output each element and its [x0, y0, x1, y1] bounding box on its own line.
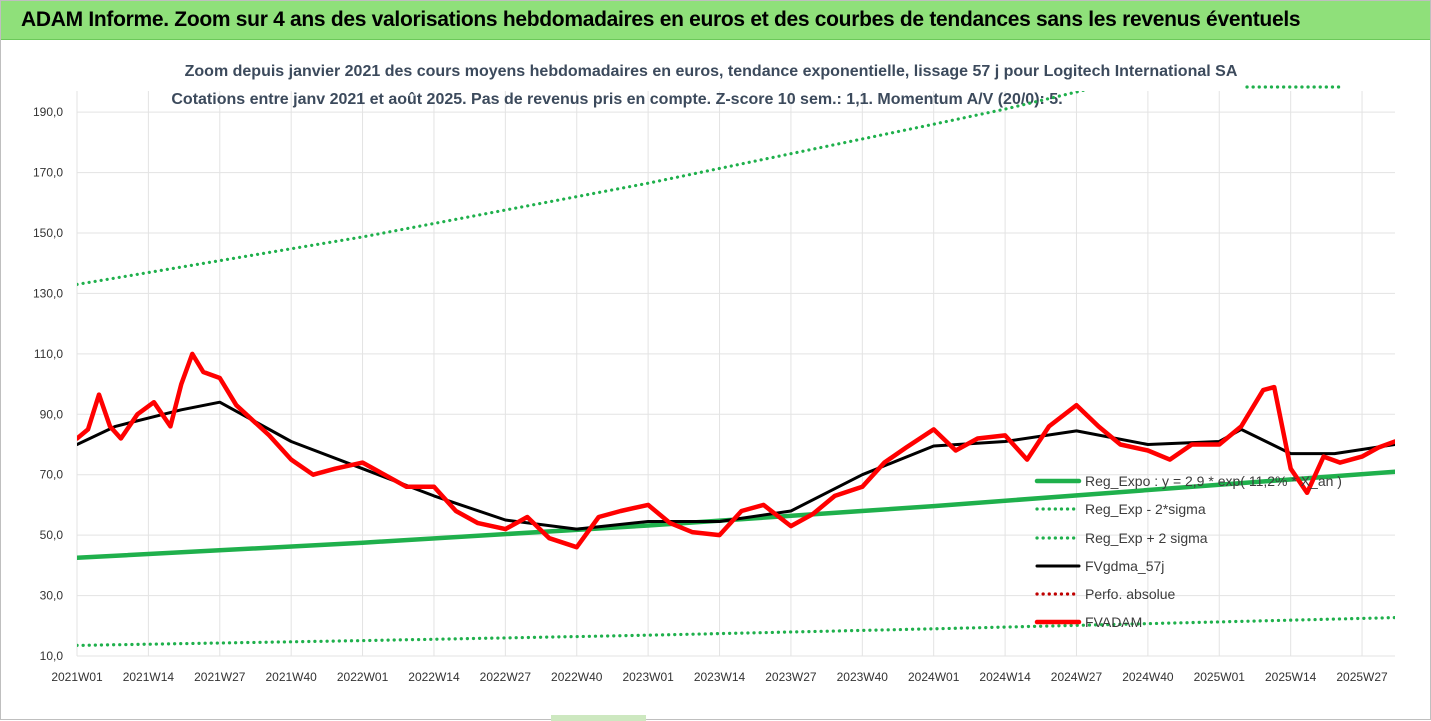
legend: Reg_Expo : y = 2,9 * exp( 11,2% * X_an )… — [1034, 473, 1342, 630]
x-tick-label: 2023W27 — [765, 670, 817, 684]
x-tick-label: 2022W01 — [337, 670, 389, 684]
x-tick-label: 2023W40 — [837, 670, 889, 684]
price-line — [77, 351, 1395, 550]
legend-label-price-line: FVADAM — [1085, 614, 1142, 630]
x-tick-label: 2022W27 — [480, 670, 532, 684]
series-layer — [77, 85, 1395, 648]
x-tick-label: 2024W40 — [1122, 670, 1174, 684]
x-axis: 2021W01 2021W14 2021W27 2021W40 2022W01 2022W… — [51, 670, 1388, 684]
x-tick-label: 2025W01 — [1194, 670, 1246, 684]
bottom-strip — [551, 715, 646, 721]
y-tick-label: 90,0 — [40, 407, 64, 421]
y-tick-label: 170,0 — [33, 166, 63, 180]
x-tick-label: 2022W14 — [408, 670, 460, 684]
x-tick-label: 2025W27 — [1336, 670, 1388, 684]
trend-line — [77, 469, 1395, 561]
report-banner: ADAM Informe. Zoom sur 4 ans des valoris… — [1, 1, 1430, 40]
chart-title: Zoom depuis janvier 2021 des cours moyen… — [185, 63, 1238, 80]
gridlines — [76, 91, 1395, 657]
y-tick-label: 110,0 — [34, 347, 63, 361]
chart-subtitle: Cotations entre janv 2021 et août 2025. … — [171, 91, 1062, 108]
y-axis: 10,0 30,0 50,0 70,0 90,0 110,0 130,0 150,0 170,0… — [33, 105, 63, 663]
y-tick-label: 190,0 — [33, 105, 63, 119]
legend-label-lower-band-line: Reg_Exp - 2*sigma — [1085, 501, 1206, 517]
y-tick-label: 150,0 — [33, 226, 63, 240]
x-tick-label: 2022W40 — [551, 670, 603, 684]
report-title: ADAM Informe. Zoom sur 4 ans des valoris… — [21, 8, 1301, 31]
y-tick-label: 70,0 — [40, 468, 64, 482]
x-tick-label: 2021W27 — [194, 670, 246, 684]
x-tick-label: 2023W01 — [622, 670, 674, 684]
y-tick-label: 130,0 — [33, 286, 63, 300]
x-tick-label: 2024W14 — [979, 670, 1031, 684]
x-tick-label: 2025W14 — [1265, 670, 1317, 684]
x-tick-label: 2021W14 — [123, 670, 175, 684]
y-tick-label: 30,0 — [40, 589, 64, 603]
legend-label-upper-band-line: Reg_Exp + 2 sigma — [1085, 530, 1208, 546]
upper-band-line — [77, 91, 1088, 286]
x-tick-label: 2023W14 — [694, 670, 746, 684]
x-tick-label: 2021W01 — [51, 670, 103, 684]
x-tick-label: 2021W40 — [265, 670, 317, 684]
y-tick-label: 50,0 — [40, 528, 64, 542]
lower-band-line — [77, 615, 1395, 648]
legend-label-perf-line: Perfo. absolue — [1085, 586, 1175, 602]
legend-label-smoothed-line: FVgdma_57j — [1085, 558, 1164, 574]
legend-label-trend-line: Reg_Expo : y = 2,9 * exp( 11,2% * X_an ) — [1085, 473, 1342, 489]
x-tick-label: 2024W27 — [1051, 670, 1103, 684]
x-tick-label: 2024W01 — [908, 670, 960, 684]
y-tick-label: 10,0 — [40, 649, 64, 663]
